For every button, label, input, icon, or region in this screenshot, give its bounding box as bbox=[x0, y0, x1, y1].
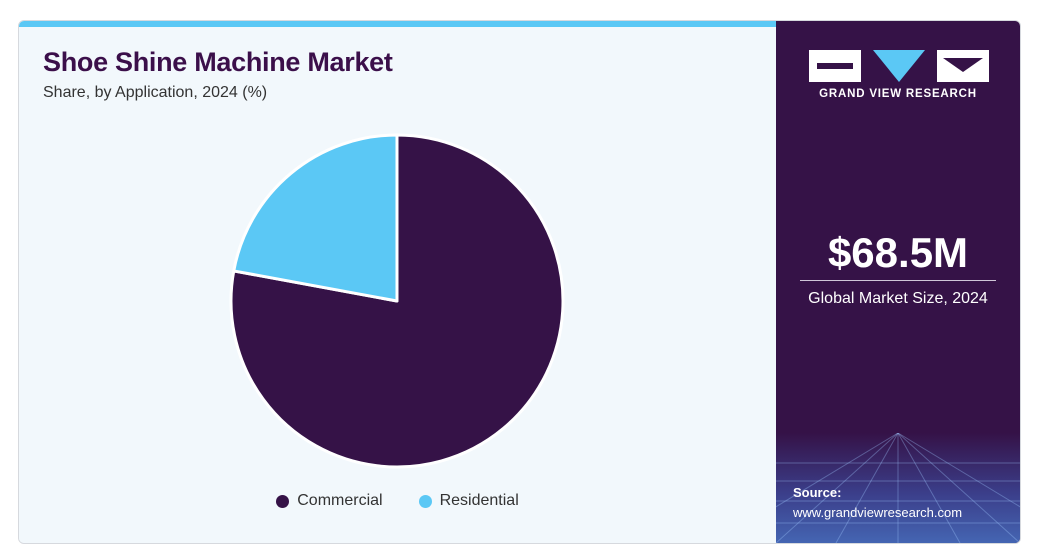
pie-slice-commercial bbox=[229, 133, 565, 469]
market-size-caption: Global Market Size, 2024 bbox=[808, 290, 988, 307]
pie-chart bbox=[229, 133, 565, 469]
chart-legend: Commercial Residential bbox=[19, 492, 776, 510]
chart-subtitle: Share, by Application, 2024 (%) bbox=[43, 84, 268, 101]
gvr-logo-icon bbox=[809, 50, 989, 82]
divider bbox=[800, 280, 996, 281]
chart-card: Shoe Shine Machine Market Share, by Appl… bbox=[18, 20, 1021, 544]
source-label: Source: bbox=[793, 485, 842, 500]
brand-name: GRAND VIEW RESEARCH bbox=[819, 88, 977, 100]
chart-panel: Shoe Shine Machine Market Share, by Appl… bbox=[19, 21, 776, 543]
chart-title: Shoe Shine Machine Market bbox=[43, 47, 393, 77]
legend-item-residential: Residential bbox=[418, 492, 519, 510]
accent-bar bbox=[19, 21, 776, 27]
legend-item-commercial: Commercial bbox=[276, 492, 383, 510]
legend-label: Commercial bbox=[297, 492, 383, 509]
grid-background bbox=[776, 433, 1020, 543]
legend-swatch bbox=[276, 494, 290, 508]
sidebar-panel: GRAND VIEW RESEARCH $68.5M Global Market… bbox=[776, 21, 1020, 543]
market-size-value: $68.5M bbox=[827, 229, 969, 276]
pie-slice-residential bbox=[232, 133, 399, 303]
source-link[interactable]: www.grandviewresearch.com bbox=[793, 505, 963, 520]
grid-pattern bbox=[776, 433, 1020, 543]
legend-swatch bbox=[418, 494, 432, 508]
legend-label: Residential bbox=[439, 492, 519, 509]
